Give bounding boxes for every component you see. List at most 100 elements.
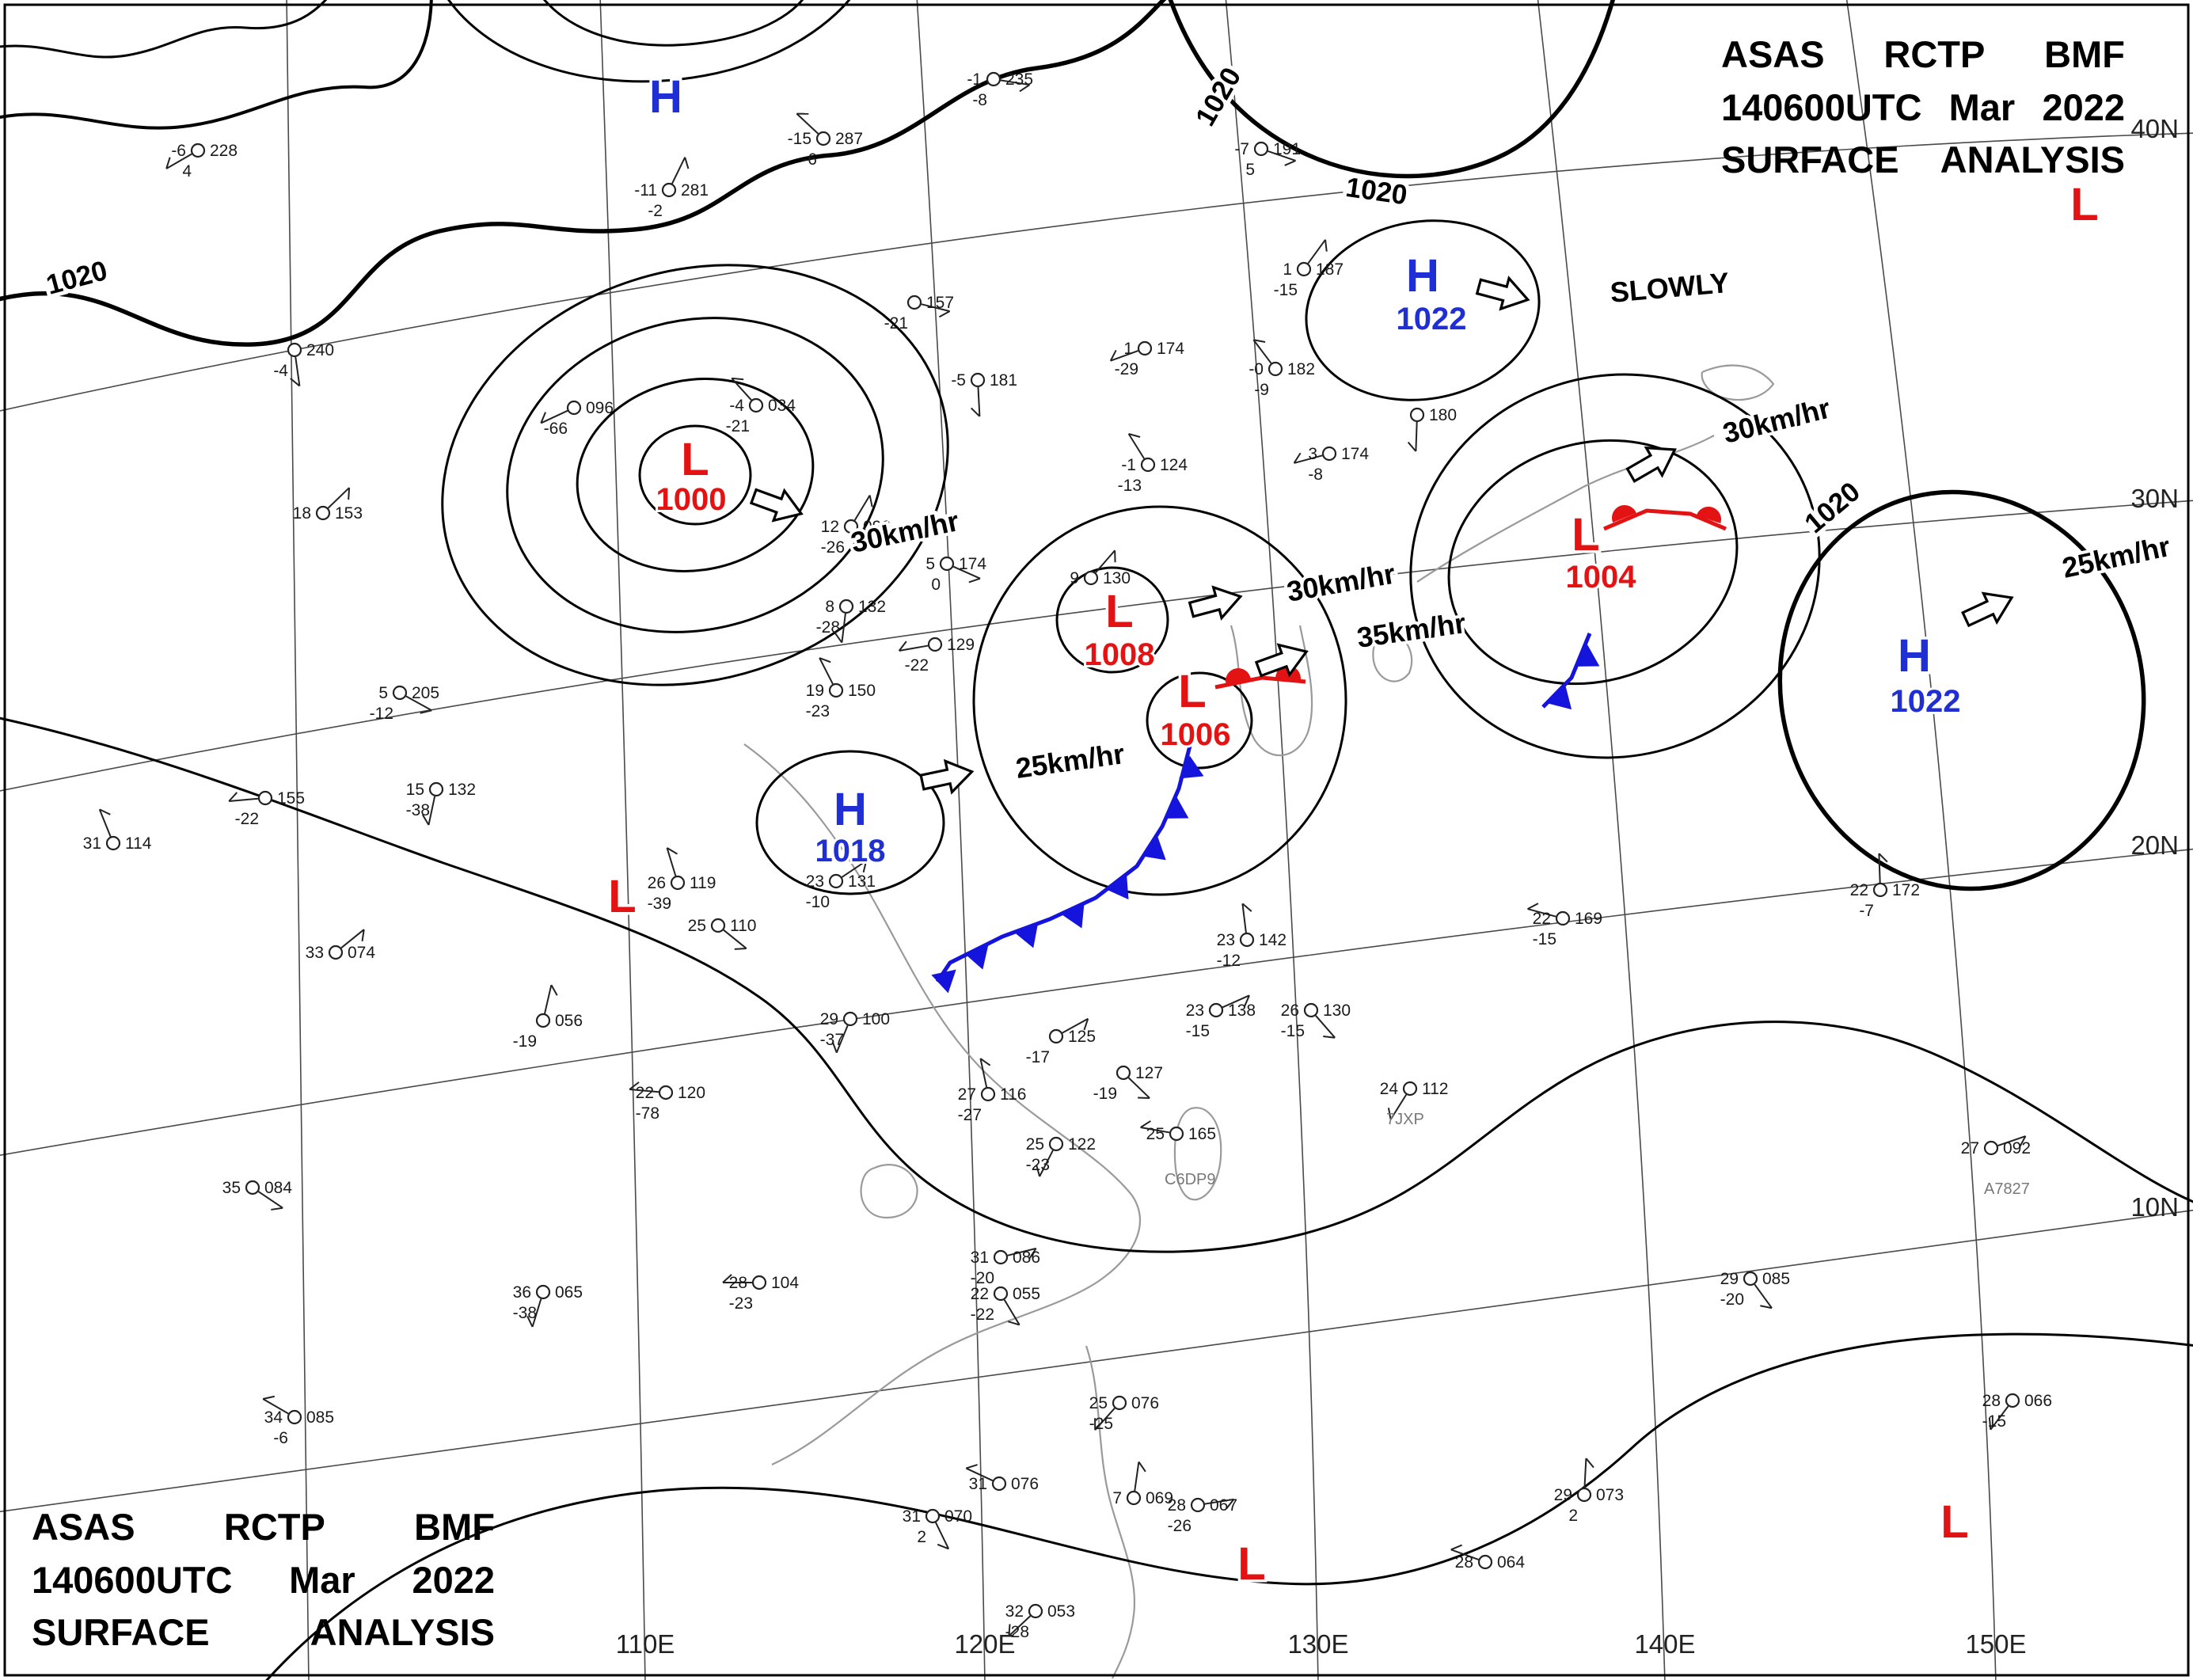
station-pressure: 174 [1341, 445, 1369, 463]
wind-barb-feather-icon [732, 377, 744, 381]
station-pressure: 155 [277, 789, 305, 808]
station-circle-icon [1126, 1490, 1142, 1506]
station-plot: 32 053 -28 [1005, 1602, 1075, 1641]
station-plot: 5 174 0 [925, 555, 986, 594]
station-temp: 22 [1850, 881, 1868, 899]
isobar [542, 0, 804, 47]
station-circle-icon [1983, 1140, 1999, 1156]
wind-barb-feather-icon [1226, 1499, 1235, 1510]
station-pressure: 205 [412, 684, 439, 702]
station-pressure: 056 [555, 1012, 583, 1030]
wind-barb-feather-icon [1527, 903, 1539, 910]
station-circle-icon [828, 873, 844, 889]
wind-barb-feather-icon [421, 814, 430, 826]
station-pressure: 067 [1210, 1496, 1237, 1515]
station-pressure: 124 [1160, 456, 1188, 474]
station-pressure: 112 [1422, 1080, 1448, 1098]
wind-barb-icon [952, 565, 981, 580]
station-pressure: 120 [678, 1084, 705, 1102]
wind-barb-feather-icon [1253, 339, 1266, 343]
station-temp: 28 [1455, 1553, 1473, 1572]
station-circle-icon [245, 1180, 260, 1195]
station-circle-icon [1112, 1395, 1127, 1411]
isobar [265, 1332, 2193, 1680]
wind-barb-feather-icon [540, 412, 546, 424]
coastline-korea [1230, 625, 1313, 757]
station-pressure: 092 [2003, 1139, 2031, 1157]
coastline-hokkaido [1701, 364, 1775, 401]
wind-barb-icon [1140, 1127, 1170, 1134]
wind-barb-icon [540, 409, 568, 424]
station-dewpoint: -12 [370, 705, 393, 723]
station-dewpoint: -6 [802, 150, 817, 169]
wind-barb-icon [671, 157, 686, 184]
station-pressure: 076 [1011, 1475, 1039, 1493]
station-circle-icon [838, 599, 854, 614]
station-pressure: 100 [862, 1010, 890, 1028]
station-circle-icon [1321, 446, 1337, 462]
wind-barb-icon [1039, 1150, 1054, 1177]
station-dewpoint: -29 [1115, 360, 1138, 378]
station-plot: 35 084 [222, 1179, 292, 1211]
station-dewpoint: 2 [917, 1528, 926, 1546]
wind-barb-icon [1583, 1458, 1587, 1488]
station-circle-icon [2005, 1393, 2020, 1408]
cold-front-marker-icon [1164, 796, 1189, 819]
pressure-value: 1000 [656, 482, 727, 517]
station-temp: 12 [821, 518, 839, 536]
station-dewpoint: -25 [1089, 1415, 1113, 1433]
station-circle-icon [1048, 1028, 1064, 1044]
station-pressure: 138 [1228, 1002, 1256, 1020]
station-circle-icon [1409, 407, 1425, 423]
wind-barb-feather-icon [1083, 1018, 1089, 1031]
station-dewpoint: -9 [1254, 381, 1269, 399]
wind-barb-feather-icon [937, 1543, 949, 1550]
isobar-1020 [1168, 0, 1615, 179]
wind-barb-icon [229, 797, 259, 803]
station-plot: 22 169 -15 [1527, 903, 1602, 948]
movement-label: 35km/hr [1355, 606, 1467, 654]
station-plot: 29 085 -20 [1720, 1270, 1790, 1309]
latitude-label: 10N [2130, 1192, 2179, 1222]
movement-arrow-icon [1625, 446, 1677, 483]
station-dewpoint: -66 [544, 420, 568, 438]
station-pressure: 114 [125, 834, 152, 853]
station-temp: 33 [306, 944, 324, 962]
station-temp: 29 [1554, 1486, 1572, 1504]
coastline-philippines [1085, 1345, 1135, 1679]
station-temp: 25 [688, 917, 706, 935]
station-dewpoint: -20 [971, 1269, 994, 1287]
isobar-low-ring [638, 424, 752, 526]
station-dewpoint: -2 [648, 202, 663, 220]
isobar-label: 1020 [1190, 63, 1248, 131]
wind-barb-feather-icon [938, 310, 951, 318]
station-dewpoint: -8 [1308, 466, 1323, 484]
station-plot: 29 100 -37 [820, 1010, 890, 1054]
station-circle-icon [1190, 1497, 1206, 1513]
movement-label: 30km/hr [1284, 557, 1397, 608]
station-circle-icon [1296, 261, 1312, 277]
wind-barb-feather-icon [1241, 903, 1252, 912]
station-temp: 3 [1308, 445, 1317, 463]
station-circle-icon [257, 790, 273, 806]
title-line-3: SURFACE ANALYSIS [1721, 139, 2125, 181]
station-circle-icon [1137, 340, 1153, 356]
station-temp: -4 [729, 397, 744, 415]
coastline [743, 743, 1141, 1465]
wind-barb-feather-icon [862, 861, 868, 873]
station-plot: 25 122 -23 [1026, 1135, 1096, 1177]
pressure-value: 1008 [1085, 637, 1155, 672]
coastline-hainan [860, 1164, 918, 1219]
station-pressure: 129 [947, 636, 975, 654]
station-plot: 36 065 -38 [513, 1283, 583, 1328]
pressure-value: 1006 [1161, 717, 1231, 752]
wind-barb-feather-icon [1450, 1544, 1463, 1551]
pressure-value: 1022 [1397, 302, 1467, 336]
station-dewpoint: -15 [1982, 1412, 2006, 1431]
station-dewpoint: -38 [406, 801, 430, 819]
station-pressure: 165 [1188, 1125, 1216, 1143]
station-pressure: 096 [586, 399, 614, 417]
station-plot: 056 -19 [513, 984, 583, 1051]
